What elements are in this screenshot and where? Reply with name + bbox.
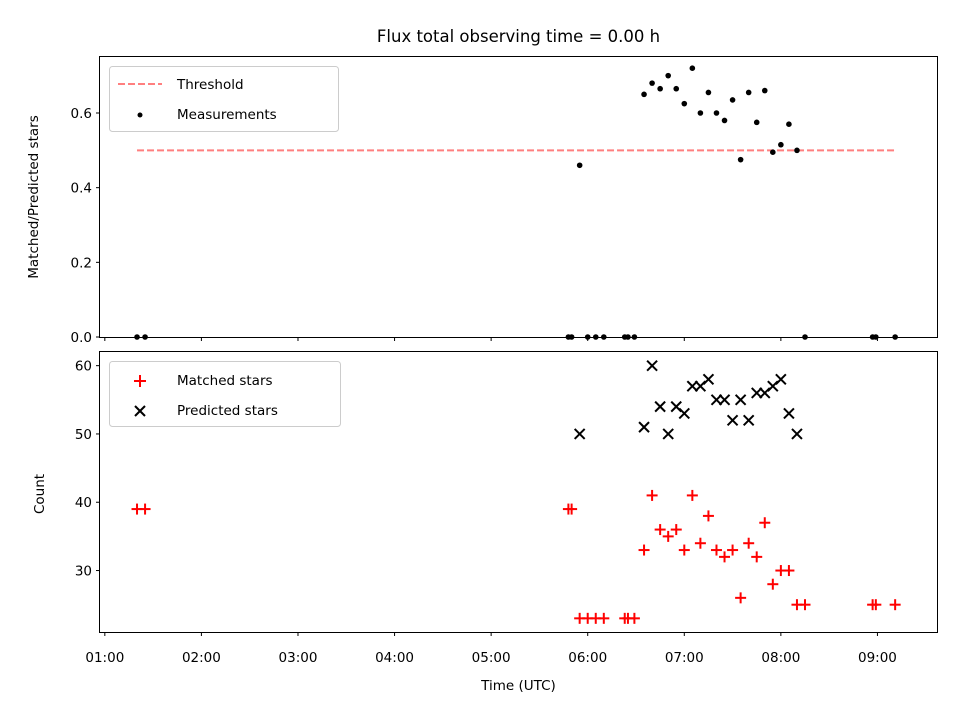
x-tick-label: 05:00 bbox=[472, 650, 511, 666]
x-tick-label: 09:00 bbox=[858, 650, 897, 666]
predicted-star-point bbox=[783, 407, 795, 420]
matched-star-point bbox=[638, 544, 650, 556]
bottom-y-tick-label: 30 bbox=[75, 564, 92, 580]
matched-star-point bbox=[710, 544, 722, 556]
matched-star-point bbox=[662, 530, 674, 542]
top-panel: Flux total observing time = 0.00 h Match… bbox=[26, 27, 938, 346]
measurement-point bbox=[745, 89, 752, 96]
matched-star-point bbox=[759, 517, 771, 529]
legend-measurements-label: Measurements bbox=[177, 107, 277, 123]
matched-star-point bbox=[870, 599, 882, 611]
measurement-point bbox=[770, 149, 776, 155]
top-y-tick-label: 0.6 bbox=[71, 106, 92, 122]
matched-star-point bbox=[566, 503, 578, 515]
predicted-star-point bbox=[662, 428, 674, 440]
bottom-axis-ticks: 30 40 50 60 01:00 02:00 03:00 04:00 05:00 06:00 07… bbox=[75, 359, 897, 666]
measurement-point bbox=[713, 110, 720, 116]
bottom-y-axis-label: Count bbox=[32, 474, 48, 514]
bottom-plot-frame bbox=[99, 351, 938, 633]
predicted-star-point bbox=[726, 414, 739, 426]
measurement-point bbox=[761, 87, 768, 94]
measurement-point bbox=[689, 65, 696, 71]
bottom-legend-box bbox=[109, 361, 341, 427]
matched-star-point bbox=[735, 592, 747, 604]
matched-star-point bbox=[694, 537, 706, 549]
predicted-star-point bbox=[742, 414, 755, 426]
bottom-y-tick-label: 50 bbox=[75, 427, 92, 443]
predicted-star-point bbox=[702, 373, 715, 386]
matched-star-point bbox=[628, 612, 640, 624]
measurement-point bbox=[786, 121, 792, 127]
top-y-tick-label: 0.2 bbox=[71, 255, 92, 271]
predicted-star-point bbox=[791, 428, 803, 440]
x-tick-label: 04:00 bbox=[375, 650, 414, 666]
bottom-y-tick-label: 40 bbox=[75, 495, 92, 511]
predicted-star-point bbox=[654, 400, 666, 413]
matched-star-point bbox=[743, 537, 755, 549]
matched-star-point bbox=[727, 544, 739, 556]
predicted-star-point bbox=[775, 373, 787, 386]
measurement-point bbox=[665, 72, 671, 79]
matched-star-point bbox=[783, 565, 795, 577]
legend-predicted-swatch bbox=[134, 405, 146, 417]
matched-star-point bbox=[646, 489, 658, 501]
x-tick-label: 01:00 bbox=[85, 650, 124, 666]
x-tick-label: 03:00 bbox=[279, 650, 318, 666]
matched-star-point bbox=[670, 524, 682, 536]
legend-matched-label: Matched stars bbox=[177, 373, 273, 389]
legend-matched-swatch bbox=[134, 375, 146, 387]
top-plot-frame bbox=[99, 56, 938, 338]
matched-star-point bbox=[678, 544, 690, 556]
measurement-point bbox=[778, 141, 784, 148]
matched-star-point bbox=[767, 578, 779, 590]
matched-star-point bbox=[654, 524, 666, 536]
x-tick-label: 07:00 bbox=[665, 650, 704, 666]
x-tick-label: 02:00 bbox=[182, 650, 221, 666]
predicted-star-point bbox=[573, 428, 586, 440]
predicted-star-point bbox=[646, 359, 658, 372]
matched-star-point bbox=[702, 510, 714, 522]
matched-star-point bbox=[719, 551, 731, 563]
measurement-point bbox=[673, 85, 680, 92]
bottom-panel: Count Time (UTC) 30 40 50 60 01:00 02:00 03:00… bbox=[32, 351, 938, 694]
predicted-star-point bbox=[638, 421, 650, 433]
measurement-point bbox=[729, 97, 736, 103]
x-axis-label: Time (UTC) bbox=[480, 678, 556, 694]
predicted-star-point bbox=[734, 394, 747, 406]
matched-star-point bbox=[889, 599, 901, 611]
predicted-star-point bbox=[678, 407, 690, 420]
measurement-point bbox=[721, 117, 728, 124]
measurement-point bbox=[576, 162, 583, 169]
measurement-point bbox=[697, 110, 704, 116]
measurement-point bbox=[657, 85, 663, 92]
x-tick-label: 06:00 bbox=[568, 650, 607, 666]
measurement-point bbox=[641, 91, 647, 98]
predicted-star-point bbox=[718, 394, 731, 406]
bottom-legend: Matched stars Predicted stars bbox=[109, 361, 341, 427]
matched-star-point bbox=[686, 489, 698, 501]
measurement-point bbox=[681, 100, 688, 107]
matched-star-point bbox=[799, 599, 811, 611]
measurement-point bbox=[705, 89, 712, 96]
matched-star-point bbox=[751, 551, 763, 563]
measurement-point bbox=[794, 147, 800, 154]
bottom-plot-marks bbox=[131, 359, 901, 624]
x-tick-label: 08:00 bbox=[761, 650, 800, 666]
measurement-point bbox=[737, 156, 744, 163]
top-legend: Threshold Measurements bbox=[109, 66, 339, 132]
top-y-axis-label: Matched/Predicted stars bbox=[26, 115, 42, 278]
bottom-y-tick-label: 60 bbox=[75, 359, 92, 375]
top-legend-box bbox=[109, 66, 339, 132]
matched-star-point bbox=[139, 503, 151, 515]
top-y-tick-label: 0.4 bbox=[71, 181, 92, 197]
measurement-point bbox=[753, 119, 760, 126]
legend-threshold-label: Threshold bbox=[176, 77, 244, 93]
legend-measurements-swatch bbox=[137, 112, 143, 118]
legend-predicted-label: Predicted stars bbox=[177, 403, 278, 419]
measurement-point bbox=[649, 80, 655, 86]
top-chart-title: Flux total observing time = 0.00 h bbox=[377, 27, 660, 46]
top-y-tick-label: 0.0 bbox=[71, 330, 92, 346]
matched-star-point bbox=[598, 612, 610, 624]
